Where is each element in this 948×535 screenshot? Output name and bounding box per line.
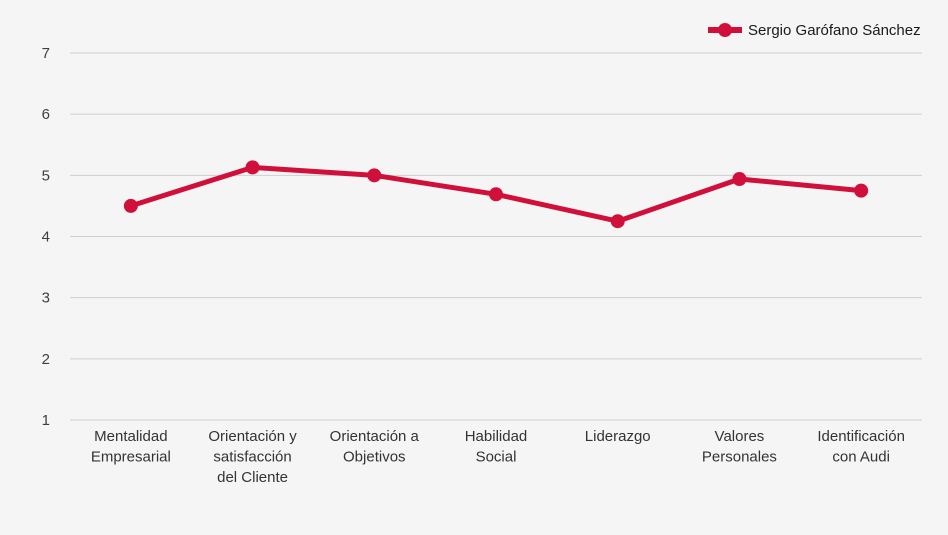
data-point: [489, 187, 503, 202]
y-tick-label: 4: [42, 229, 50, 246]
y-axis-ticks: 1 2 3 4 5 6 7: [42, 45, 50, 429]
grid: [70, 52, 922, 421]
x-category-label: Mentalidad Empresarial: [91, 428, 171, 466]
x-category-label-line: Orientación a: [330, 428, 420, 445]
x-category-label-line: Orientación y: [208, 428, 297, 445]
x-category-label-line: Objetivos: [343, 449, 406, 466]
y-tick-label: 2: [42, 351, 50, 368]
data-point: [854, 183, 869, 198]
x-category-label: Habilidad Social: [465, 428, 528, 466]
y-tick-label: 3: [42, 290, 50, 307]
x-category-label-line: Mentalidad: [94, 428, 167, 445]
x-category-label: Liderazgo: [585, 428, 651, 445]
series: [123, 160, 869, 229]
data-point: [123, 198, 138, 213]
x-category-label-line: Habilidad: [465, 428, 528, 445]
x-category-label-line: satisfacción: [213, 449, 291, 466]
legend-label: Sergio Garófano Sánchez: [748, 22, 921, 39]
data-point: [610, 214, 625, 229]
x-category-label-line: del Cliente: [217, 469, 288, 486]
x-category-label-line: Social: [476, 449, 517, 466]
x-category-label-line: Identificación: [817, 428, 905, 445]
x-category-label-line: Personales: [702, 449, 777, 466]
x-category-label-line: Empresarial: [91, 449, 171, 466]
y-tick-label: 1: [42, 412, 50, 429]
data-point: [367, 168, 382, 183]
x-category-label: Orientación a Objetivos: [330, 428, 420, 466]
legend: Sergio Garófano Sánchez: [708, 22, 921, 39]
y-tick-label: 6: [42, 106, 50, 123]
x-category-label: Orientación y satisfacción del Cliente: [208, 428, 297, 486]
y-tick-label: 5: [42, 167, 50, 184]
x-category-label-line: con Audi: [832, 449, 890, 466]
legend-dot-marker: [718, 23, 732, 37]
x-category-label-line: Valores: [715, 428, 765, 445]
y-tick-label: 7: [42, 45, 50, 62]
data-point: [245, 160, 260, 175]
data-point: [732, 172, 747, 187]
x-category-label-line: Liderazgo: [585, 428, 651, 445]
x-axis-categories: Mentalidad Empresarial Orientación y satisf…: [91, 428, 905, 486]
x-category-label: Identificación con Audi: [817, 428, 905, 466]
x-category-label: Valores Personales: [702, 428, 777, 466]
